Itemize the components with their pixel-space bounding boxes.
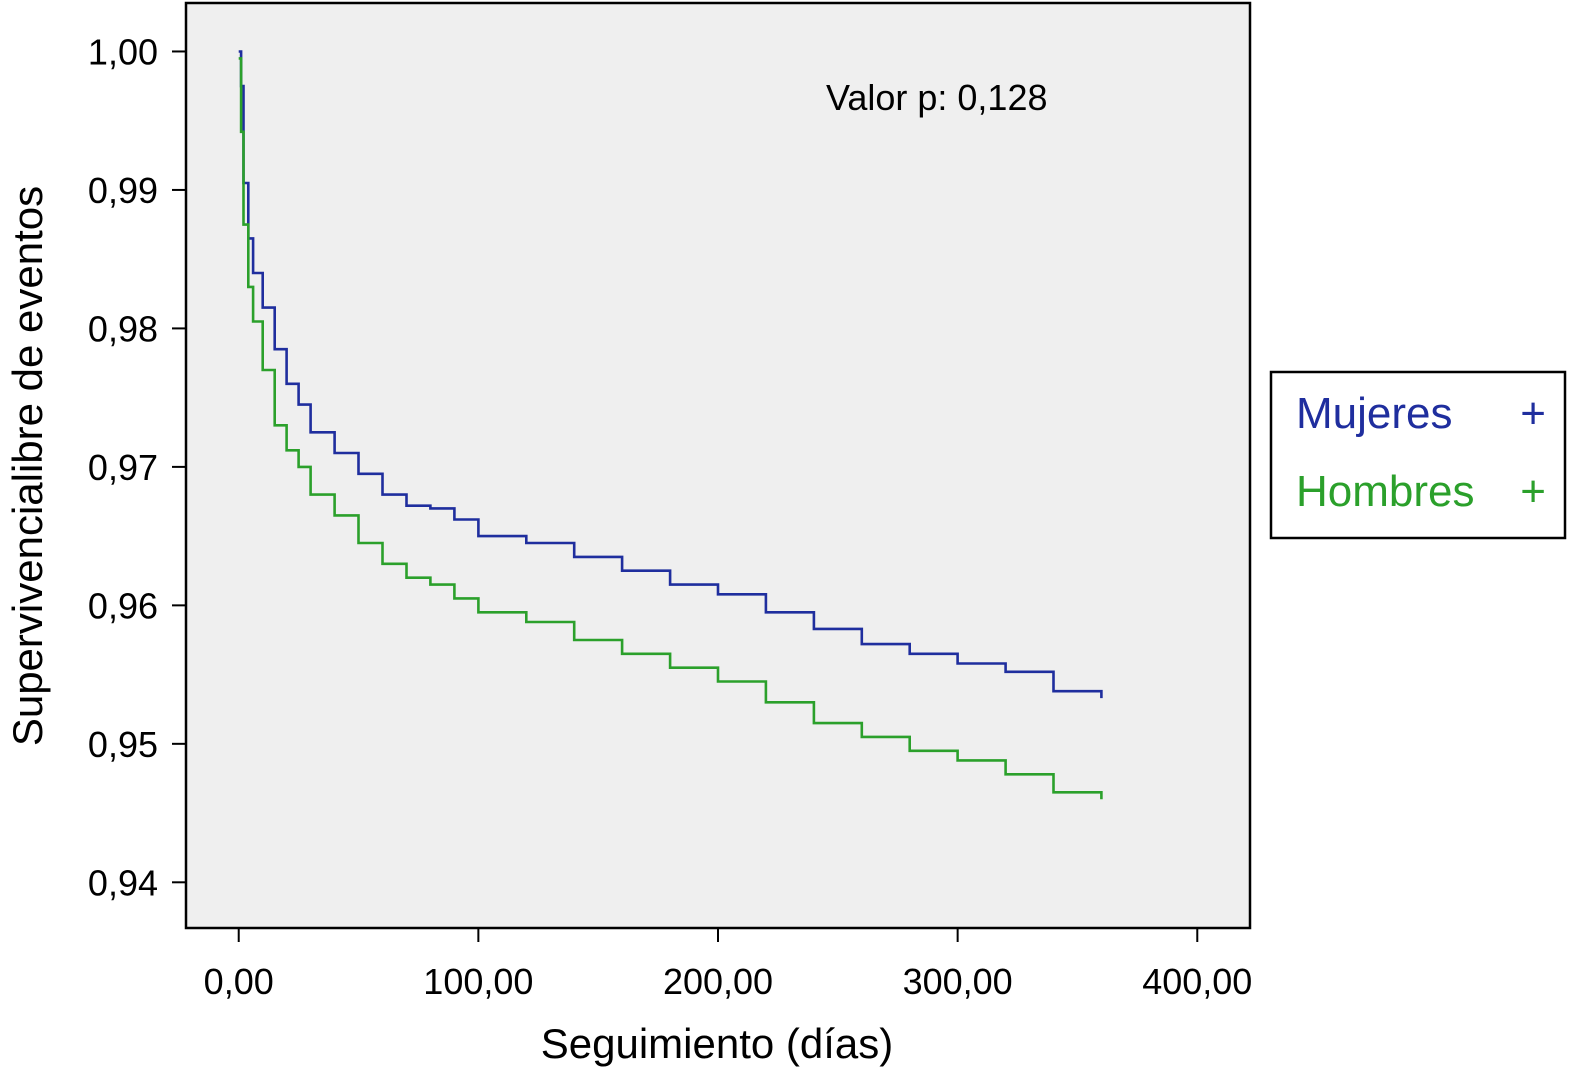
y-tick-label: 0,95 xyxy=(88,724,158,765)
legend-label-hombres: Hombres xyxy=(1296,467,1475,516)
y-tick-label: 1,00 xyxy=(88,31,158,72)
legend-label-mujeres: Mujeres xyxy=(1296,389,1453,438)
y-tick-label: 0,98 xyxy=(88,308,158,349)
p-value-annotation: Valor p: 0,128 xyxy=(826,77,1047,118)
y-tick-label: 0,94 xyxy=(88,862,158,903)
legend: Mujeres + Hombres + xyxy=(1269,370,1567,540)
y-axis-ticks: 0,94 0,95 0,96 0,97 0,98 0,99 1,00 xyxy=(88,31,186,903)
plot-area xyxy=(184,1,1252,930)
legend-marker-mujeres: + xyxy=(1520,389,1546,438)
y-tick-label: 0,96 xyxy=(88,585,158,626)
series-line-mujeres xyxy=(238,50,1103,699)
y-tick-label: 0,99 xyxy=(88,170,158,211)
y-axis-title: Supervivencialibre de eventos xyxy=(4,186,51,746)
y-tick-label: 0,97 xyxy=(88,447,158,488)
legend-box xyxy=(1269,370,1567,540)
legend-marker-hombres: + xyxy=(1520,467,1546,516)
x-tick-label: 200,00 xyxy=(663,961,773,1002)
series-layer xyxy=(238,50,1103,800)
x-tick-label: 0,00 xyxy=(204,961,274,1002)
legend-entries: Mujeres + Hombres + xyxy=(1296,389,1546,516)
x-tick-label: 300,00 xyxy=(903,961,1013,1002)
x-axis-ticks: 0,00 100,00 200,00 300,00 400,00 xyxy=(204,928,1252,1002)
x-tick-label: 400,00 xyxy=(1142,961,1252,1002)
series-line-hombres xyxy=(238,57,1103,800)
x-axis-title: Seguimiento (días) xyxy=(541,1020,894,1067)
x-tick-label: 100,00 xyxy=(423,961,533,1002)
